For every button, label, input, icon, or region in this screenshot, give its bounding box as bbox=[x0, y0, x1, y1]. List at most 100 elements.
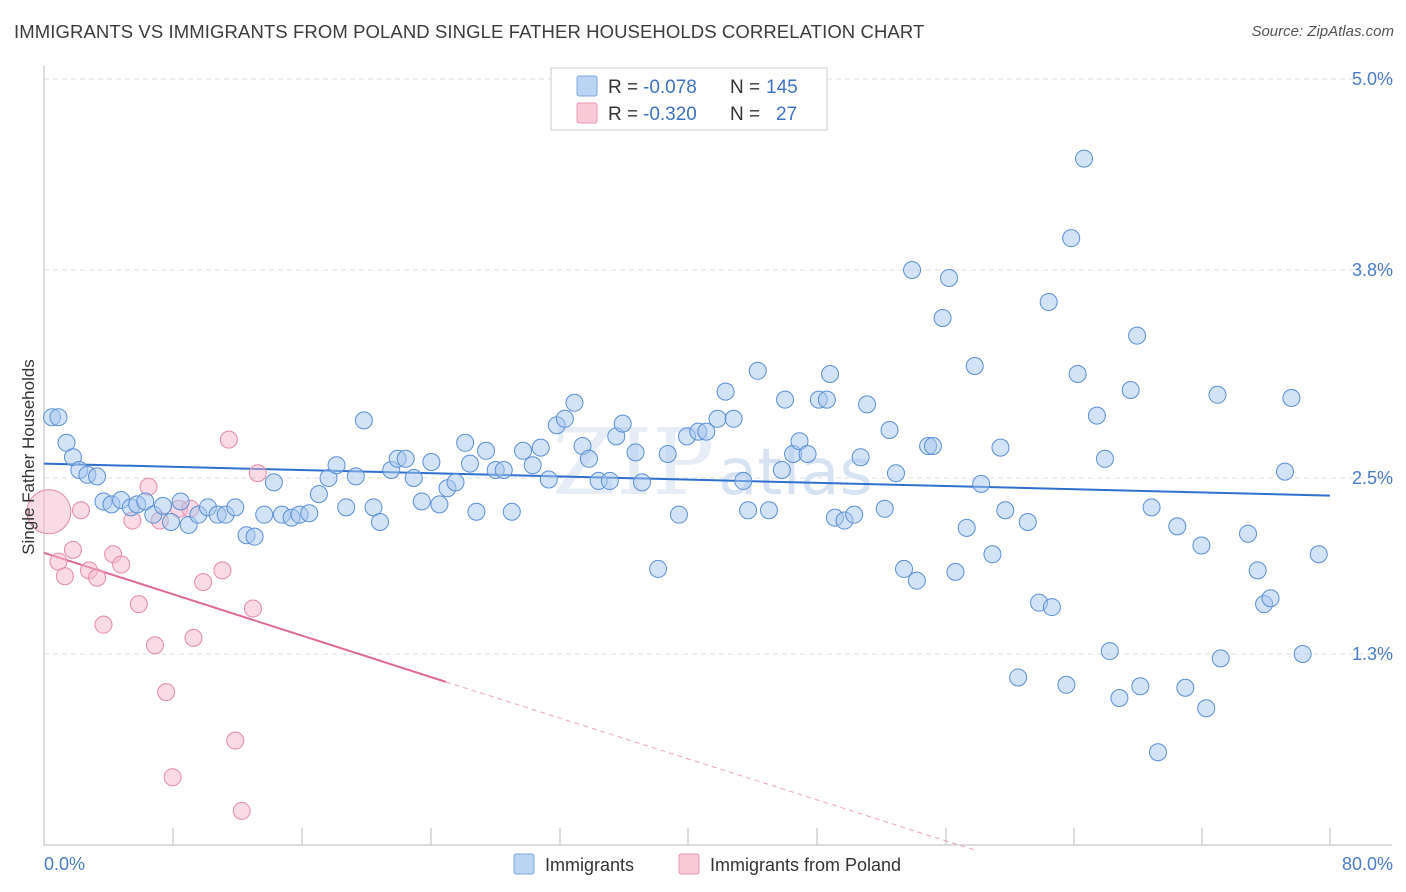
immigrant-point bbox=[1068, 365, 1087, 383]
immigrant-point bbox=[531, 438, 550, 457]
x-tick-label: 80.0% bbox=[1342, 854, 1393, 874]
immigrant-point bbox=[734, 471, 753, 490]
immigrant-point bbox=[502, 502, 521, 521]
immigrant-point bbox=[851, 448, 870, 467]
legend-r-label: R = bbox=[608, 104, 638, 125]
immigrant-point bbox=[933, 309, 952, 327]
poland-points bbox=[26, 430, 267, 820]
immigrant-point bbox=[1309, 545, 1328, 564]
immigrant-point bbox=[798, 445, 817, 463]
immigrant-point bbox=[903, 261, 922, 279]
immigrant-point bbox=[946, 562, 965, 581]
poland-point bbox=[248, 464, 267, 483]
immigrant-point bbox=[669, 505, 688, 524]
immigrant-point bbox=[759, 501, 778, 520]
immigrant-point bbox=[1039, 293, 1058, 311]
immigrant-point bbox=[412, 492, 431, 511]
poland-point bbox=[184, 628, 203, 647]
immigrant-point bbox=[88, 467, 107, 486]
poland-point bbox=[157, 683, 176, 702]
immigrant-point bbox=[748, 361, 767, 380]
legend-box: R = -0.078 N = 145 R = -0.320 N = 27 bbox=[550, 67, 828, 131]
immigrant-point bbox=[790, 432, 809, 451]
source-credit: Source: ZipAtlas.com bbox=[1251, 23, 1394, 40]
immigrant-point bbox=[991, 438, 1010, 457]
immigrant-point bbox=[965, 357, 984, 375]
immigrant-point bbox=[1261, 589, 1280, 608]
immigrant-point bbox=[430, 495, 449, 514]
immigrant-point bbox=[1062, 229, 1081, 248]
bottom-legend-label: Immigrants bbox=[545, 855, 634, 875]
y-tick-label: 1.3% bbox=[1352, 644, 1393, 664]
immigrant-point bbox=[626, 443, 645, 462]
immigrant-point bbox=[858, 395, 877, 414]
immigrant-point bbox=[523, 456, 542, 475]
immigrant-point bbox=[136, 492, 155, 511]
poland-point bbox=[112, 555, 131, 574]
immigrant-point bbox=[875, 499, 894, 518]
immigrant-point bbox=[1100, 642, 1119, 661]
immigrant-point bbox=[1168, 517, 1187, 536]
poland-point bbox=[55, 567, 74, 586]
immigrant-point bbox=[494, 461, 513, 479]
immigrant-point bbox=[716, 382, 735, 401]
immigrant-point bbox=[658, 445, 677, 463]
immigrant-point bbox=[817, 390, 836, 409]
bottom-legend-swatch-poland bbox=[678, 853, 700, 875]
immigrant-point bbox=[1208, 385, 1227, 404]
immigrant-point bbox=[923, 437, 942, 455]
immigrant-point bbox=[724, 409, 743, 428]
legend-swatch-immigrants bbox=[576, 75, 598, 97]
immigrant-point bbox=[579, 449, 598, 468]
immigrant-point bbox=[467, 502, 486, 521]
poland-point bbox=[243, 599, 262, 618]
poland-point bbox=[139, 477, 158, 496]
immigrant-point bbox=[632, 473, 651, 492]
immigrant-point bbox=[649, 559, 668, 578]
immigrant-point bbox=[1239, 524, 1258, 543]
immigrant-point bbox=[477, 441, 496, 460]
immigrant-point bbox=[972, 474, 991, 493]
x-tick-label: 0.0% bbox=[44, 854, 85, 874]
y-axis-title: Single Father Households bbox=[19, 359, 38, 555]
legend-n-label: N = bbox=[730, 104, 760, 125]
immigrant-point bbox=[396, 449, 415, 468]
axes bbox=[43, 66, 1392, 846]
legend-r-label: R = bbox=[608, 77, 638, 98]
immigrant-point bbox=[153, 496, 172, 515]
immigrant-points bbox=[43, 149, 1328, 762]
poland-point bbox=[94, 615, 113, 634]
immigrant-point bbox=[456, 433, 475, 452]
y-tick-label: 5.0% bbox=[1352, 69, 1393, 89]
x-tick-labels: 0.0% 80.0% bbox=[44, 854, 1393, 874]
immigrant-point bbox=[1018, 513, 1037, 531]
poland-point bbox=[219, 430, 238, 449]
immigrant-point bbox=[346, 467, 365, 486]
immigrant-point bbox=[49, 408, 68, 427]
poland-point bbox=[129, 595, 148, 614]
y-tick-labels: 1.3% 2.5% 3.8% 5.0% bbox=[1352, 69, 1393, 664]
immigrant-point bbox=[327, 456, 346, 475]
immigrant-point bbox=[739, 501, 758, 520]
poland-point bbox=[145, 636, 164, 655]
trend-line-poland bbox=[43, 551, 447, 683]
immigrant-point bbox=[1095, 449, 1114, 468]
immigrant-point bbox=[1131, 677, 1150, 696]
bottom-legend-swatch-immigrants bbox=[513, 853, 535, 875]
immigrant-point bbox=[1057, 675, 1076, 694]
immigrant-point bbox=[1009, 668, 1028, 687]
immigrant-point bbox=[708, 409, 727, 428]
immigrant-point bbox=[565, 393, 584, 412]
immigrant-point bbox=[845, 505, 864, 524]
immigrant-point bbox=[555, 409, 574, 428]
immigrant-point bbox=[514, 441, 533, 460]
poland-point bbox=[88, 568, 107, 587]
bottom-legend: Immigrants Immigrants from Poland bbox=[513, 853, 901, 875]
immigrant-point bbox=[776, 390, 795, 409]
immigrant-point bbox=[1293, 645, 1312, 663]
immigrant-point bbox=[404, 469, 423, 487]
legend-n-value: 145 bbox=[766, 77, 798, 98]
immigrant-point bbox=[600, 471, 619, 490]
immigrant-point bbox=[886, 464, 905, 483]
immigrant-point bbox=[1142, 498, 1161, 517]
